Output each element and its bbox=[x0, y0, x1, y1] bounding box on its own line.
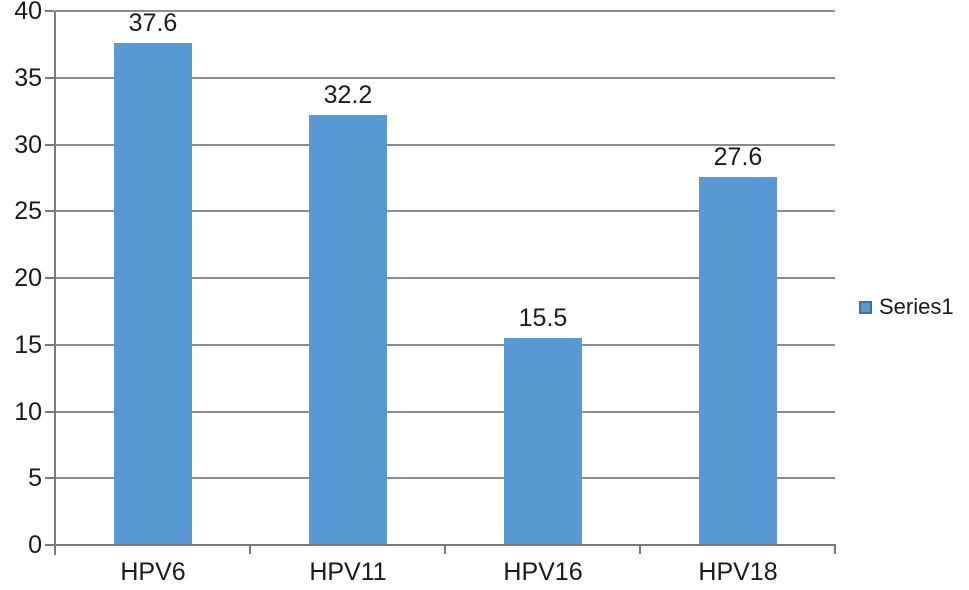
y-gridline bbox=[55, 477, 835, 480]
y-gridline bbox=[55, 343, 835, 346]
y-axis-tick-label: 35 bbox=[14, 63, 42, 92]
bar-HPV6 bbox=[114, 43, 192, 545]
x-axis-label-HPV16: HPV16 bbox=[503, 558, 583, 586]
y-gridline bbox=[55, 410, 835, 413]
bar-HPV11 bbox=[309, 115, 387, 545]
y-axis-tick bbox=[45, 343, 54, 346]
bar-HPV16 bbox=[504, 338, 582, 545]
x-axis-tick bbox=[249, 544, 251, 554]
bar-HPV18 bbox=[699, 176, 777, 545]
y-axis-tick-label: 20 bbox=[14, 264, 42, 292]
y-gridline bbox=[55, 10, 835, 12]
x-axis-tick bbox=[54, 544, 56, 554]
y-axis-tick bbox=[45, 76, 54, 79]
y-axis-tick bbox=[45, 10, 54, 12]
x-axis-tick bbox=[444, 544, 446, 554]
x-axis-label-HPV11: HPV11 bbox=[309, 558, 387, 586]
legend-series-label: Series1 bbox=[879, 294, 954, 319]
legend: Series1 bbox=[859, 294, 954, 320]
data-label-HPV18: 27.6 bbox=[713, 142, 763, 171]
x-axis-tick bbox=[834, 544, 836, 554]
y-axis-tick-label: 15 bbox=[14, 330, 42, 359]
x-axis-tick bbox=[639, 544, 641, 554]
y-axis-tick bbox=[45, 477, 54, 480]
y-axis-tick-label: 0 bbox=[28, 531, 42, 559]
y-axis-tick-label: 25 bbox=[14, 197, 42, 226]
y-axis-tick bbox=[45, 210, 54, 213]
data-label-HPV11: 32.2 bbox=[323, 81, 373, 110]
y-axis-tick bbox=[45, 143, 54, 146]
y-axis-line bbox=[54, 11, 56, 555]
y-axis-tick bbox=[45, 277, 54, 279]
legend-marker-icon bbox=[859, 300, 872, 314]
y-axis-tick-label: 40 bbox=[14, 0, 42, 25]
data-label-HPV16: 15.5 bbox=[518, 304, 568, 333]
y-gridline bbox=[55, 277, 835, 279]
y-axis-tick-label: 30 bbox=[14, 130, 42, 159]
data-label-HPV6: 37.6 bbox=[128, 9, 178, 38]
y-gridline bbox=[55, 210, 835, 213]
y-axis-tick bbox=[45, 410, 54, 413]
y-gridline bbox=[55, 143, 835, 146]
y-axis-tick bbox=[45, 544, 54, 546]
y-gridline bbox=[55, 76, 835, 79]
y-axis-tick-label: 10 bbox=[14, 397, 42, 426]
y-axis-tick-label: 5 bbox=[28, 464, 42, 493]
x-axis-label-HPV18: HPV18 bbox=[698, 558, 778, 586]
x-axis-label-HPV6: HPV6 bbox=[120, 558, 186, 586]
